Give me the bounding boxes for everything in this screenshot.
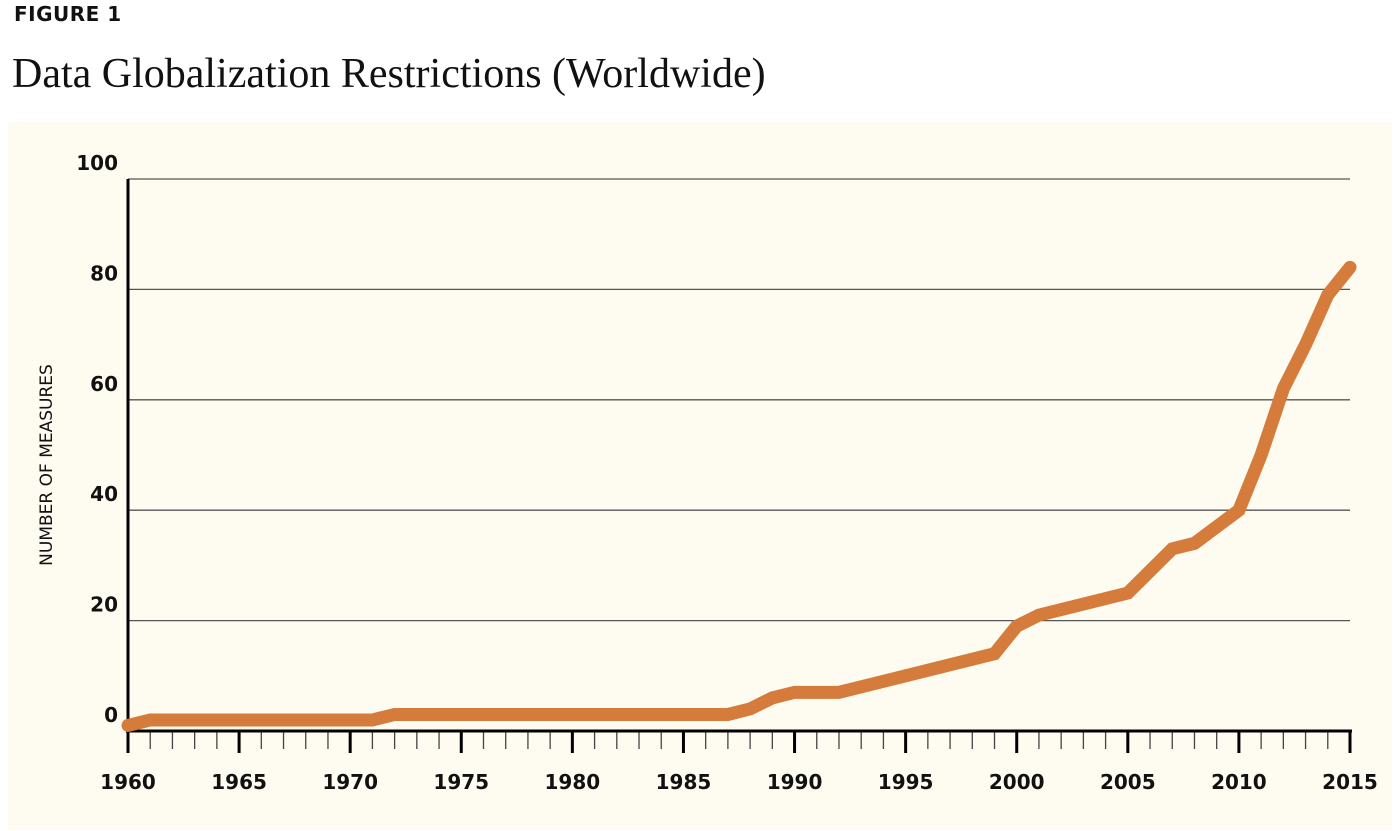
chart-title: Data Globalization Restrictions (Worldwi… (12, 51, 766, 97)
x-tick-label: 2015 (1322, 770, 1378, 794)
x-tick-label: 2010 (1211, 770, 1267, 794)
series-line (121, 260, 1357, 732)
x-tick-label: 1985 (656, 770, 712, 794)
x-tick-label: 2000 (989, 770, 1045, 794)
x-tick-label: 1995 (878, 770, 934, 794)
y-tick-label: 60 (90, 372, 118, 396)
y-tick-label: 0 (104, 703, 118, 727)
x-tick-label: 1990 (767, 770, 823, 794)
x-tick-label: 1970 (322, 770, 378, 794)
x-tick-label: 1980 (545, 770, 601, 794)
y-tick-label: 40 (90, 482, 118, 506)
x-tick-label: 1965 (211, 770, 267, 794)
y-tick-label: 20 (90, 593, 118, 617)
y-tick-label: 80 (90, 261, 118, 285)
x-tick-label: 1975 (433, 770, 489, 794)
y-tick-label: 100 (76, 151, 118, 175)
figure-label: FIGURE 1 (14, 2, 122, 26)
x-tick-label: 2005 (1100, 770, 1156, 794)
y-axis-label: NUMBER OF MEASURES (37, 364, 57, 566)
x-tick-label: 1960 (100, 770, 156, 794)
